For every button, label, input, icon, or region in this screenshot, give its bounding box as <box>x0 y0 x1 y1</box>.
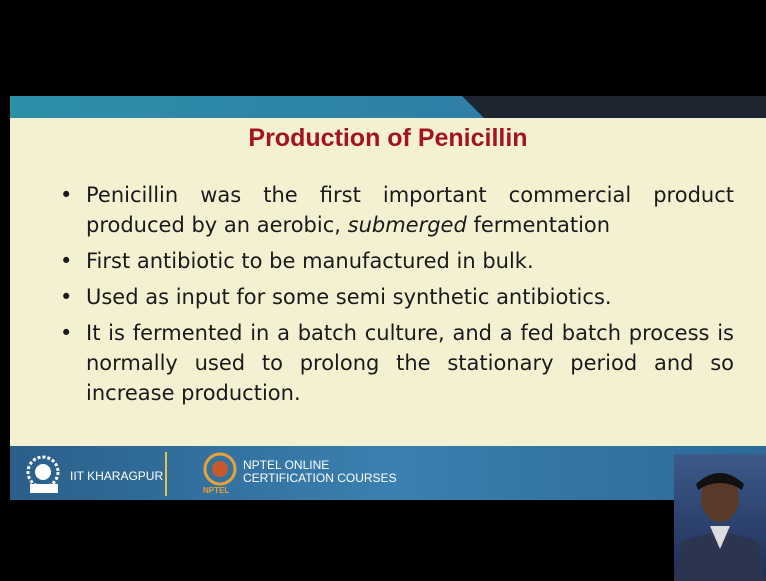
presenter-figure <box>674 454 766 581</box>
nptel-logo <box>201 451 239 487</box>
bullet: Penicillin was the first important comme… <box>58 180 734 240</box>
bullet-text: First antibiotic to be manufactured in b… <box>86 249 534 273</box>
bullet-text: It is fermented in a batch culture, and … <box>86 321 734 405</box>
bullet: Used as input for some semi synthetic an… <box>58 282 734 312</box>
bullet-text: Used as input for some semi synthetic an… <box>86 285 612 309</box>
bullet-text: submerged <box>348 213 467 237</box>
institute-name: IIT KHARAGPUR <box>70 469 163 483</box>
header-tab <box>462 96 766 118</box>
nptel-logo-text: NPTEL <box>203 486 229 495</box>
bullet: It is fermented in a batch culture, and … <box>58 318 734 408</box>
divider <box>165 452 167 496</box>
bullet: First antibiotic to be manufactured in b… <box>58 246 734 276</box>
slide-title: Production of Penicillin <box>10 124 766 153</box>
iit-logo <box>22 452 68 496</box>
presenter-video <box>674 454 766 581</box>
nptel-line-2: CERTIFICATION COURSES <box>243 471 397 485</box>
bullet-list: Penicillin was the first important comme… <box>58 180 734 414</box>
page: {"slide": {"title": "Production of Penic… <box>0 0 766 581</box>
nptel-line-1: NPTEL ONLINE <box>243 458 329 472</box>
bullet-text: fermentation <box>467 213 610 237</box>
